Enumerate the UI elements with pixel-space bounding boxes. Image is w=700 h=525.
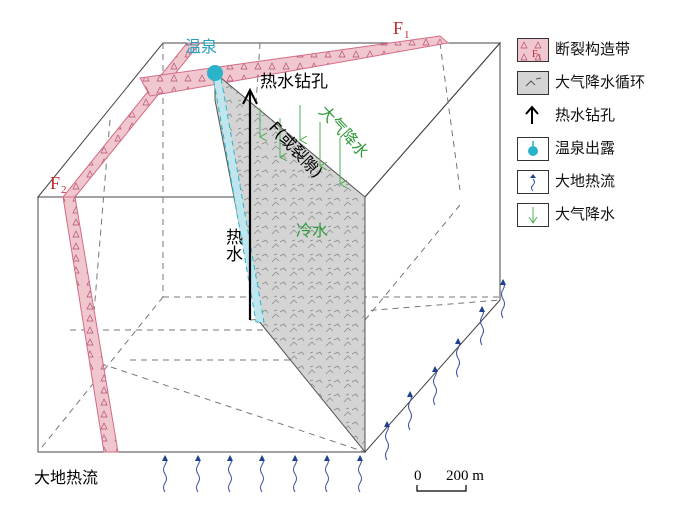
svg-text:F: F	[393, 18, 403, 38]
legend-label: 大气降水	[555, 205, 616, 223]
legend-label: 大地热流	[555, 172, 616, 190]
scale-bar: 0 200 m	[414, 468, 484, 492]
earth-heat-flow-label: 大地热流	[34, 468, 98, 487]
up-arrow-icon	[517, 104, 547, 126]
heat-arrow-r3	[455, 338, 461, 378]
fault-f2-label: F 2	[50, 173, 67, 196]
legend-label: 断裂构造带	[555, 40, 631, 58]
heat-arrow-0	[162, 455, 168, 493]
heat-arrow-6	[357, 455, 363, 493]
wavy-arrow-icon	[517, 170, 549, 194]
svg-text:F: F	[50, 173, 60, 193]
legend-label: 温泉出露	[555, 139, 616, 157]
svg-text:200 m: 200 m	[446, 468, 484, 484]
heat-arrow-4	[292, 455, 298, 493]
svg-text:F: F	[532, 49, 538, 60]
heat-arrow-r5	[500, 279, 506, 319]
fault-f1-label: F 1	[393, 18, 410, 41]
svg-text:0: 0	[414, 468, 422, 484]
svg-text:1: 1	[404, 29, 410, 41]
heat-arrow-r1	[407, 391, 413, 431]
cold-water-label: 冷水	[296, 221, 328, 240]
heat-arrow-5	[324, 455, 330, 493]
heat-arrow-1	[195, 455, 201, 493]
heat-flow-arrows	[162, 279, 506, 493]
heat-arrow-r4	[479, 306, 485, 346]
rain-plane-label: 大气降水	[315, 102, 373, 162]
heat-arrow-2	[227, 455, 233, 493]
heat-arrow-3	[259, 455, 265, 493]
right-face	[364, 41, 501, 454]
fault-zone-icon: F 1	[517, 38, 549, 62]
legend-label: 大气降水循环	[555, 73, 646, 91]
down-arrow-icon	[517, 203, 549, 227]
spring-conduit	[212, 75, 265, 323]
heat-arrow-r0	[384, 421, 390, 461]
legend-label: 热水钻孔	[555, 106, 616, 124]
hot-spring-point	[207, 65, 223, 81]
hot-spring-label: 温泉	[185, 37, 217, 56]
drill-hole-label: 热水钻孔	[260, 72, 328, 92]
circulation-icon	[517, 71, 549, 95]
hot-water-label: 热水	[222, 228, 243, 262]
spring-icon	[517, 137, 549, 161]
drill-hole	[242, 87, 258, 320]
rain-arrows	[260, 105, 340, 184]
svg-text:1: 1	[538, 53, 542, 61]
fault-f2-zone	[61, 42, 202, 453]
heat-arrow-r2	[432, 366, 438, 406]
svg-text:2: 2	[61, 184, 67, 196]
